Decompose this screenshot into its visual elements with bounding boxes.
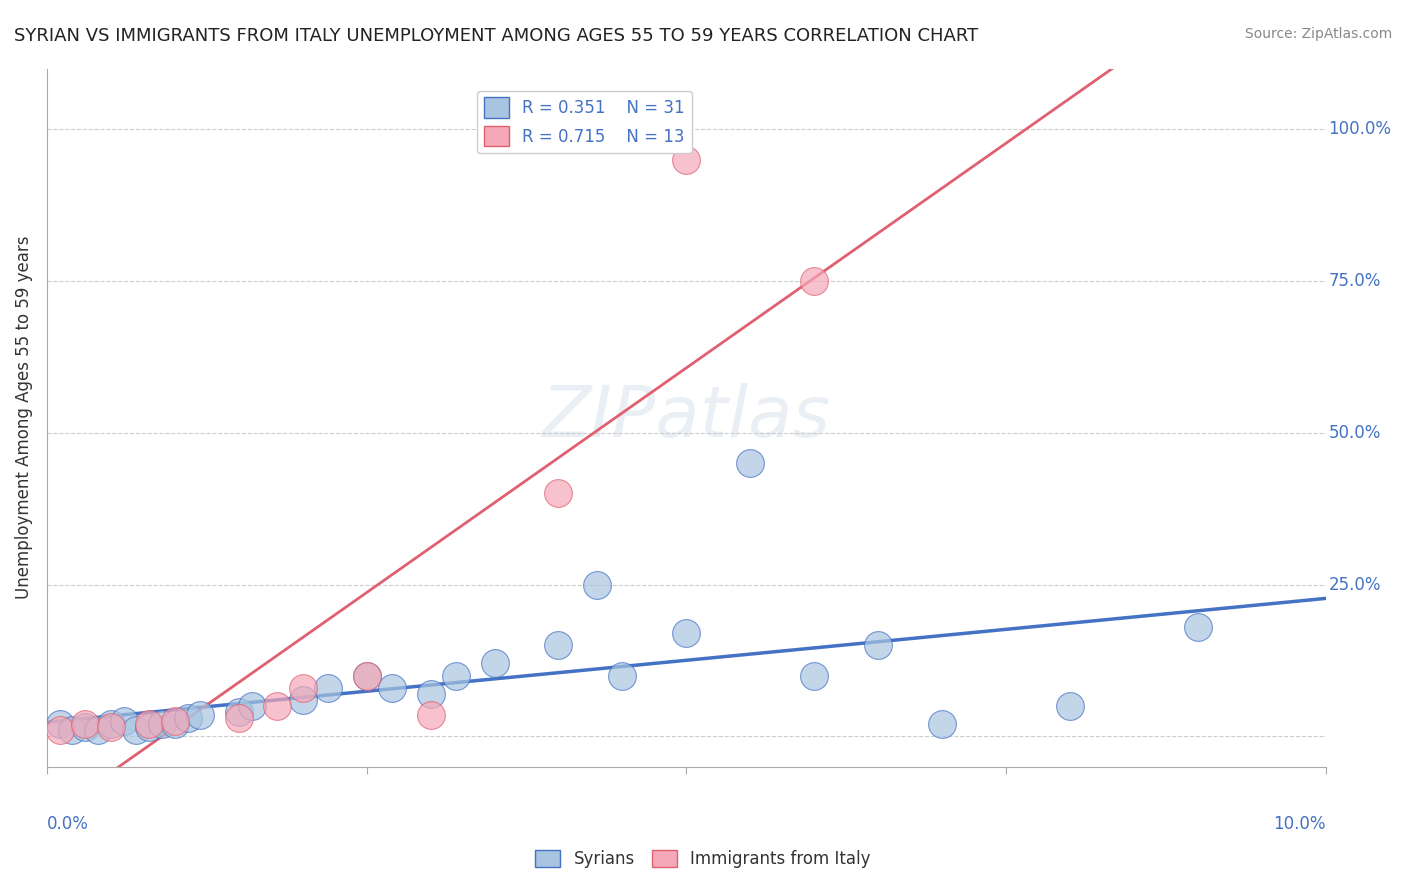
Point — [547, 638, 569, 652]
Point — [356, 668, 378, 682]
Point — [291, 693, 314, 707]
Point — [87, 723, 110, 738]
Point — [266, 698, 288, 713]
Point — [585, 577, 607, 591]
Point — [75, 720, 97, 734]
Text: 50.0%: 50.0% — [1329, 424, 1381, 442]
Point — [484, 657, 506, 671]
Y-axis label: Unemployment Among Ages 55 to 59 years: Unemployment Among Ages 55 to 59 years — [15, 235, 32, 599]
Point — [675, 626, 697, 640]
Point — [868, 638, 890, 652]
Point — [356, 668, 378, 682]
Point — [112, 714, 135, 728]
Point — [190, 708, 212, 723]
Point — [240, 698, 263, 713]
Point — [138, 717, 160, 731]
Point — [419, 687, 441, 701]
Text: 25.0%: 25.0% — [1329, 575, 1381, 593]
Point — [1187, 620, 1209, 634]
Point — [48, 723, 70, 738]
Point — [228, 711, 250, 725]
Point — [163, 717, 186, 731]
Text: Source: ZipAtlas.com: Source: ZipAtlas.com — [1244, 27, 1392, 41]
Point — [612, 668, 634, 682]
Point — [803, 668, 825, 682]
Legend: R = 0.351    N = 31, R = 0.715    N = 13: R = 0.351 N = 31, R = 0.715 N = 13 — [477, 91, 692, 153]
Point — [291, 681, 314, 695]
Text: 75.0%: 75.0% — [1329, 272, 1381, 290]
Point — [75, 717, 97, 731]
Point — [316, 681, 339, 695]
Point — [444, 668, 467, 682]
Point — [150, 717, 173, 731]
Point — [100, 720, 122, 734]
Point — [138, 720, 160, 734]
Point — [125, 723, 148, 738]
Point — [381, 681, 404, 695]
Text: 100.0%: 100.0% — [1329, 120, 1392, 138]
Text: ZIPatlas: ZIPatlas — [541, 383, 831, 452]
Point — [176, 711, 198, 725]
Point — [163, 714, 186, 728]
Point — [48, 717, 70, 731]
Text: SYRIAN VS IMMIGRANTS FROM ITALY UNEMPLOYMENT AMONG AGES 55 TO 59 YEARS CORRELATI: SYRIAN VS IMMIGRANTS FROM ITALY UNEMPLOY… — [14, 27, 979, 45]
Point — [100, 717, 122, 731]
Point — [675, 153, 697, 167]
Point — [740, 456, 762, 470]
Point — [803, 274, 825, 288]
Point — [62, 723, 84, 738]
Point — [419, 708, 441, 723]
Point — [547, 486, 569, 500]
Text: 10.0%: 10.0% — [1274, 815, 1326, 833]
Legend: Syrians, Immigrants from Italy: Syrians, Immigrants from Italy — [529, 843, 877, 875]
Point — [931, 717, 953, 731]
Point — [228, 705, 250, 719]
Text: 0.0%: 0.0% — [46, 815, 89, 833]
Point — [1059, 698, 1081, 713]
